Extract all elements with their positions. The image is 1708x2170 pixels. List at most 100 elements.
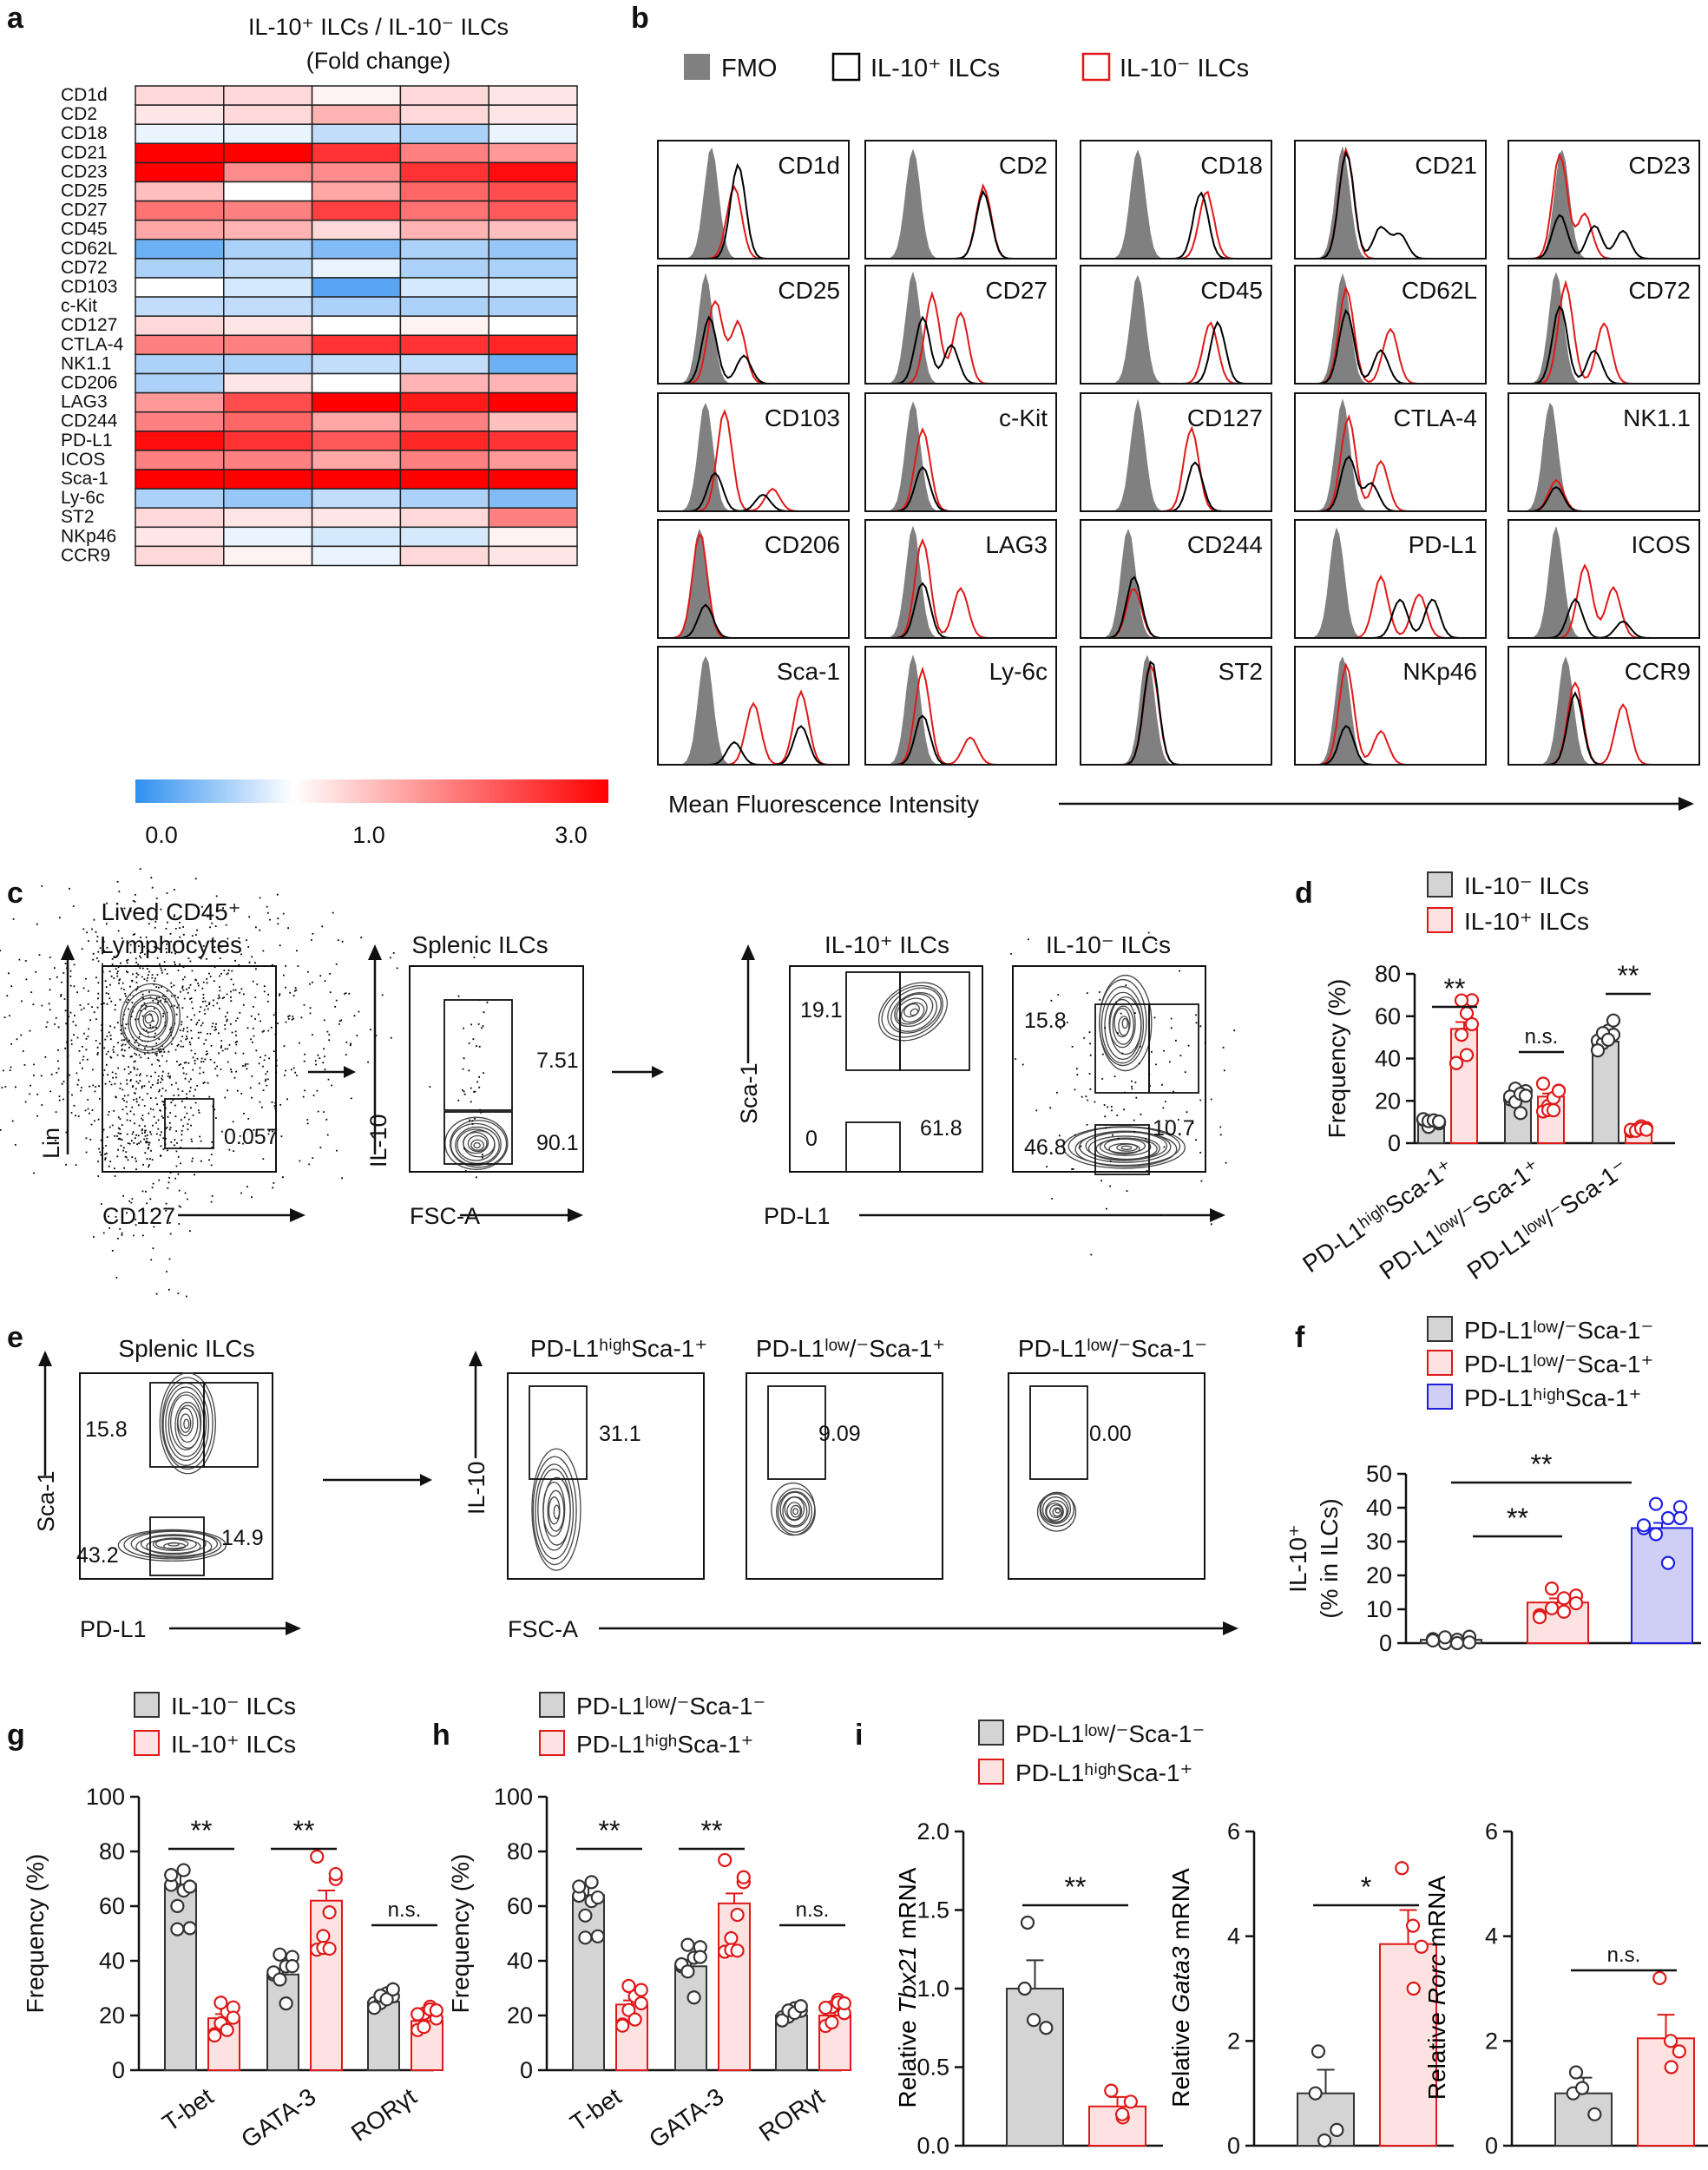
x-axis-arrow-arrowhead <box>568 1208 583 1222</box>
heatmap-cell <box>311 239 402 260</box>
histogram-marker-label: CD21 <box>1415 152 1477 179</box>
y-tick-label: 0 <box>1227 2133 1240 2159</box>
data-point <box>1317 2133 1332 2148</box>
il10-pos-histogram <box>658 725 849 766</box>
data-point <box>1672 2044 1686 2059</box>
flow-contour <box>128 994 174 1048</box>
histogram-ly6c: Ly-6c <box>864 646 1057 766</box>
flow-plot-title: Splenic ILCs <box>118 1335 254 1362</box>
x-category-label: GATA-3 <box>644 2083 728 2154</box>
data-point <box>615 2018 630 2033</box>
heatmap-cell <box>135 239 225 260</box>
panel-e-flow-gating: Splenic ILCs 15.8 14.9 43.2 Sca-1 PD-L1 PD-L1ʰ… <box>33 1335 1238 1642</box>
y-tick-label: 40 <box>1366 1495 1392 1521</box>
heatmap-cell <box>135 507 225 529</box>
flow-contour <box>120 983 181 1054</box>
data-point <box>1636 1518 1652 1533</box>
panel-letter-g: g <box>7 1719 25 1752</box>
y-axis-label: Frequency (%) <box>447 1854 474 2014</box>
flow-contour <box>140 1534 207 1555</box>
flow-contour <box>129 997 168 1042</box>
heatmap-row-label: Sca-1 <box>61 469 108 489</box>
il10-neg-histogram <box>1081 588 1271 639</box>
data-point <box>1568 1595 1584 1611</box>
bar <box>1631 1527 1693 1645</box>
significance-label: ** <box>701 1815 723 1846</box>
il10-neg-histogram <box>1081 321 1271 385</box>
il10-pos-histogram <box>1508 214 1699 260</box>
data-point <box>1574 2081 1590 2095</box>
flow-contour <box>1036 1492 1077 1532</box>
bar <box>266 1973 299 2071</box>
flow-contour <box>900 1002 925 1023</box>
legend-label-red: IL-10⁺ ILCs <box>1464 908 1589 935</box>
data-point <box>730 1943 745 1958</box>
data-point <box>837 1996 851 2011</box>
heatmap-cell <box>488 161 578 183</box>
heatmap-cell <box>223 488 313 509</box>
flow-contour <box>896 997 928 1025</box>
heatmap-cell <box>488 219 578 240</box>
heatmap-cell <box>399 142 489 164</box>
flow-y-label: Sca-1 <box>736 1062 762 1124</box>
data-point <box>1556 1591 1572 1606</box>
heatmap-cell <box>311 296 402 317</box>
il10-pos-histogram <box>1081 575 1271 639</box>
heatmap-row-label: Ly-6c <box>61 488 105 508</box>
heatmap-cell <box>399 219 489 240</box>
flow-plot-frame <box>102 965 277 1173</box>
histogram-frame <box>1508 140 1700 260</box>
significance-label: n.s. <box>796 1898 830 1922</box>
histogram-icos: ICOS <box>1508 519 1700 639</box>
heatmap-cell <box>488 526 578 548</box>
legend-swatch-red <box>539 1730 565 1756</box>
heatmap-cell <box>399 391 489 413</box>
data-point <box>590 1929 605 1943</box>
flow-contour <box>1052 1507 1062 1517</box>
significance-label: ** <box>599 1815 621 1846</box>
legend-swatch-red <box>1427 907 1453 933</box>
heatmap-cell <box>311 353 402 375</box>
flow-plot-title: PD-L1ˡᵒʷ/⁻Sca-1⁻ <box>1018 1335 1207 1362</box>
flow-contour <box>122 989 175 1051</box>
heatmap-cell <box>488 411 578 432</box>
bar <box>1592 1041 1619 1144</box>
fmo-histogram <box>658 402 849 511</box>
il10-pos-histogram <box>1081 320 1271 385</box>
data-point <box>578 1930 593 1945</box>
heatmap-cell <box>135 315 225 337</box>
histogram-x-axis-label: Mean Fluorescence Intensity <box>668 791 979 818</box>
bar <box>310 1899 343 2071</box>
data-point <box>1449 1635 1465 1651</box>
histogram-frame <box>1080 519 1272 639</box>
data-point <box>1590 1043 1606 1058</box>
data-point <box>730 1907 745 1923</box>
flow-contour <box>890 992 937 1032</box>
heatmap-cell <box>488 200 578 221</box>
heatmap-cell <box>223 296 313 317</box>
flow-contour <box>146 1538 201 1555</box>
legend-label-red: PD-L1ʰⁱᵍʰSca-1⁺ <box>1015 1759 1192 1786</box>
legend-label-grey: IL-10⁻ ILCs <box>1464 872 1589 899</box>
flow-gate <box>443 1111 513 1165</box>
gate-percentage: 14.9 <box>221 1526 264 1550</box>
histogram-marker-label: CD206 <box>765 531 840 558</box>
heatmap-cell <box>311 104 402 125</box>
panel-f-bar-chart: PD-L1ˡᵒʷ/⁻Sca-1⁻ PD-L1ˡᵒʷ/⁻Sca-1⁺ PD-L1ʰⁱᵍ… <box>1284 1316 1701 1656</box>
flow-x-label: PD-L1 <box>764 1203 831 1229</box>
data-point <box>686 1990 701 2005</box>
heatmap-cell <box>399 334 489 356</box>
fmo-histogram <box>1081 529 1271 638</box>
data-point <box>1546 1102 1561 1118</box>
heatmap-row-label: CD45 <box>61 220 108 240</box>
bar <box>1637 2037 1695 2147</box>
histogram-sca1: Sca-1 <box>657 646 850 766</box>
gate-percentage: 15.8 <box>1024 1009 1067 1033</box>
data-point <box>590 1890 605 1905</box>
bar <box>164 1883 197 2072</box>
histogram-marker-label: LAG3 <box>985 531 1048 558</box>
heatmap-cell <box>488 488 578 509</box>
histogram-marker-label: Sca-1 <box>777 658 840 685</box>
fmo-histogram <box>865 148 1056 259</box>
data-point <box>621 1978 636 1994</box>
